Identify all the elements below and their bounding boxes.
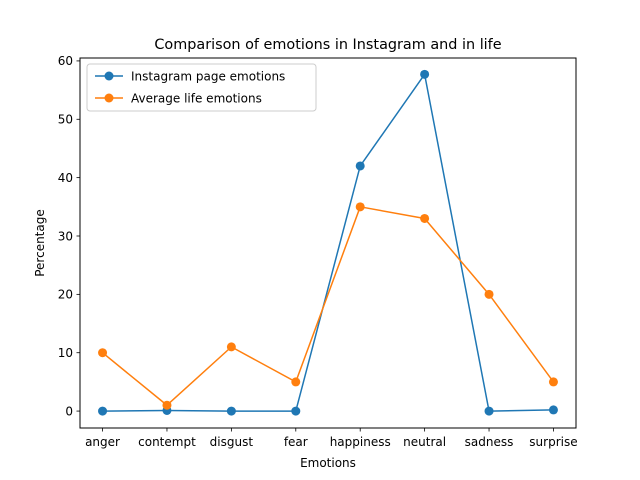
data-point — [226, 406, 236, 416]
y-tick-label: 60 — [58, 54, 73, 68]
data-point — [420, 69, 430, 79]
series-line-1 — [102, 206, 555, 406]
x-axis-label: Emotions — [300, 456, 356, 470]
legend-label-instagram: Instagram page emotions — [131, 70, 285, 84]
data-point — [355, 161, 365, 171]
y-axis-label: Percentage — [33, 209, 47, 277]
axes-frame — [79, 57, 577, 429]
data-point — [98, 406, 108, 416]
x-tick-label: contempt — [138, 435, 196, 449]
data-point — [484, 406, 494, 416]
y-tick-label: 50 — [58, 113, 73, 127]
y-tick-label: 0 — [65, 404, 73, 418]
y-tick-label: 40 — [58, 171, 73, 185]
y-tick-label: 20 — [58, 288, 73, 302]
data-point — [484, 289, 494, 299]
x-tick-label: disgust — [210, 435, 254, 449]
data-point — [162, 400, 172, 410]
x-tick-label: anger — [85, 435, 120, 449]
legend-marker-life — [104, 93, 114, 103]
data-point — [226, 342, 236, 352]
plot-area: anger contempt disgust fear happiness neutral… — [58, 54, 578, 449]
data-point — [355, 202, 365, 212]
data-point — [420, 213, 430, 223]
x-tick-label: fear — [284, 435, 308, 449]
data-point — [98, 348, 108, 358]
series-line-0 — [102, 73, 554, 412]
x-tick-label: sadness — [465, 435, 514, 449]
data-point — [548, 405, 558, 415]
legend: Instagram page emotions Average life emo… — [86, 63, 317, 112]
chart-title: Comparison of emotions in Instagram and … — [154, 37, 501, 53]
legend-box — [86, 63, 317, 112]
x-tick-label: happiness — [330, 435, 391, 449]
data-point — [291, 406, 301, 416]
x-tick-label: surprise — [529, 435, 577, 449]
x-tick-label: neutral — [403, 435, 446, 449]
data-point — [548, 377, 558, 387]
y-tick-label: 30 — [58, 229, 73, 243]
legend-label-life: Average life emotions — [131, 92, 262, 106]
data-point — [291, 377, 301, 387]
y-tick-label: 10 — [58, 346, 73, 360]
legend-marker-instagram — [104, 71, 114, 81]
